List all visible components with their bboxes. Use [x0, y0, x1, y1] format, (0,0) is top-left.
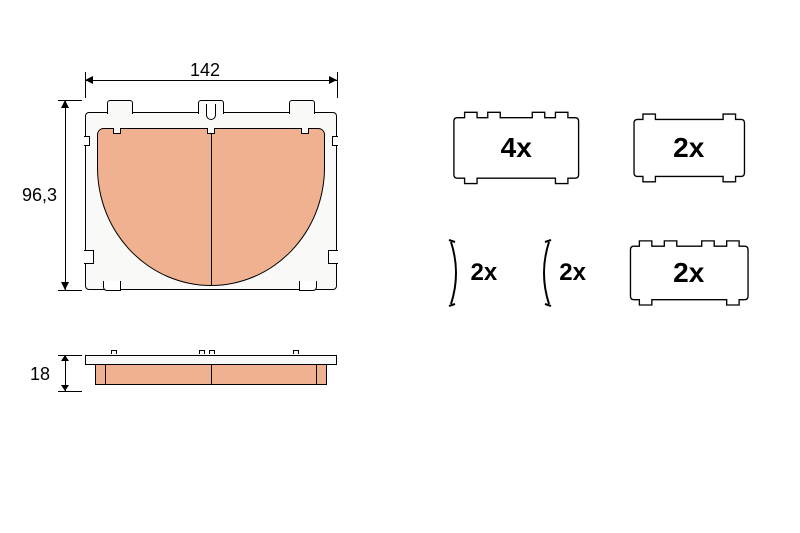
backing-accessory-item: 2x	[618, 225, 761, 320]
clip-left-qty: 2x	[471, 259, 498, 287]
clip-left-icon	[447, 238, 465, 308]
backing-top-clip	[107, 100, 133, 114]
width-dimension-label: 142	[190, 60, 220, 81]
clip-right-icon	[535, 238, 553, 308]
shim-large-item: 4x	[445, 100, 588, 195]
thickness-dimension-label: 18	[30, 364, 50, 385]
accessories-panel: 4x 2x 2x	[405, 0, 800, 533]
height-dim-line	[65, 100, 66, 290]
shim-small-qty: 2x	[673, 132, 704, 164]
backing-bottom-notch	[299, 281, 317, 291]
width-dim-line	[85, 80, 337, 81]
clip-pair-item: 2x 2x	[445, 225, 588, 320]
brake-pad-front-view	[85, 100, 337, 290]
shim-large-qty: 4x	[501, 132, 532, 164]
technical-drawing-panel: 142 96,3 18	[0, 0, 405, 533]
backing-accessory-qty: 2x	[673, 257, 704, 289]
side-backing-plate	[85, 355, 337, 365]
brake-pad-side-view	[85, 355, 337, 391]
backing-top-clip	[289, 100, 315, 114]
friction-groove	[211, 128, 212, 286]
backing-bottom-notch	[103, 281, 121, 291]
shim-small-item: 2x	[618, 100, 761, 195]
clip-right-qty: 2x	[559, 259, 586, 287]
height-dimension-label: 96,3	[22, 185, 57, 206]
